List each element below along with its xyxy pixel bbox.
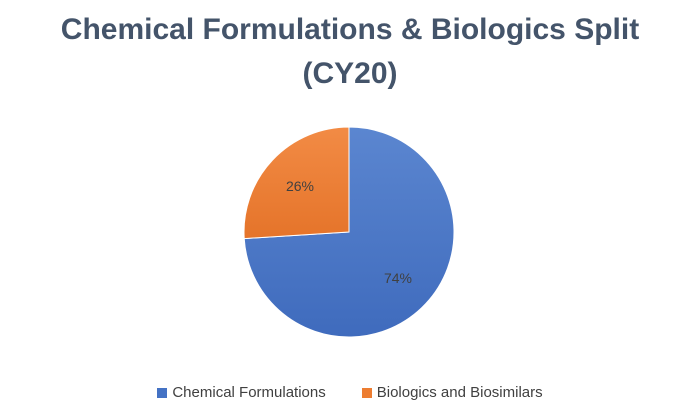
- legend-label-biologics-and-biosimilars: Biologics and Biosimilars: [376, 384, 543, 401]
- legend-item-biologics-and-biosimilars: Biologics and Biosimilars: [361, 384, 543, 401]
- chart-title-line-1: Chemical Formulations & Biologics Split: [60, 13, 640, 46]
- pie-slice-biologics-and-biosimilars: [243, 126, 350, 240]
- slice-label-biologics-and-biosimilars: 26%: [286, 178, 314, 194]
- legend-swatch-biologics-and-biosimilars: [361, 387, 372, 398]
- legend-label-chemical-formulations: Chemical Formulations: [172, 384, 326, 401]
- chart-legend: Chemical Formulations Biologics and Bios…: [0, 384, 700, 401]
- legend-swatch-chemical-formulations: [157, 387, 168, 398]
- chart-title: Chemical Formulations & Biologics Split …: [0, 8, 700, 96]
- slice-label-chemical-formulations: 74%: [384, 270, 412, 286]
- chart-title-line-2: (CY20): [302, 57, 398, 90]
- legend-item-chemical-formulations: Chemical Formulations: [157, 384, 326, 401]
